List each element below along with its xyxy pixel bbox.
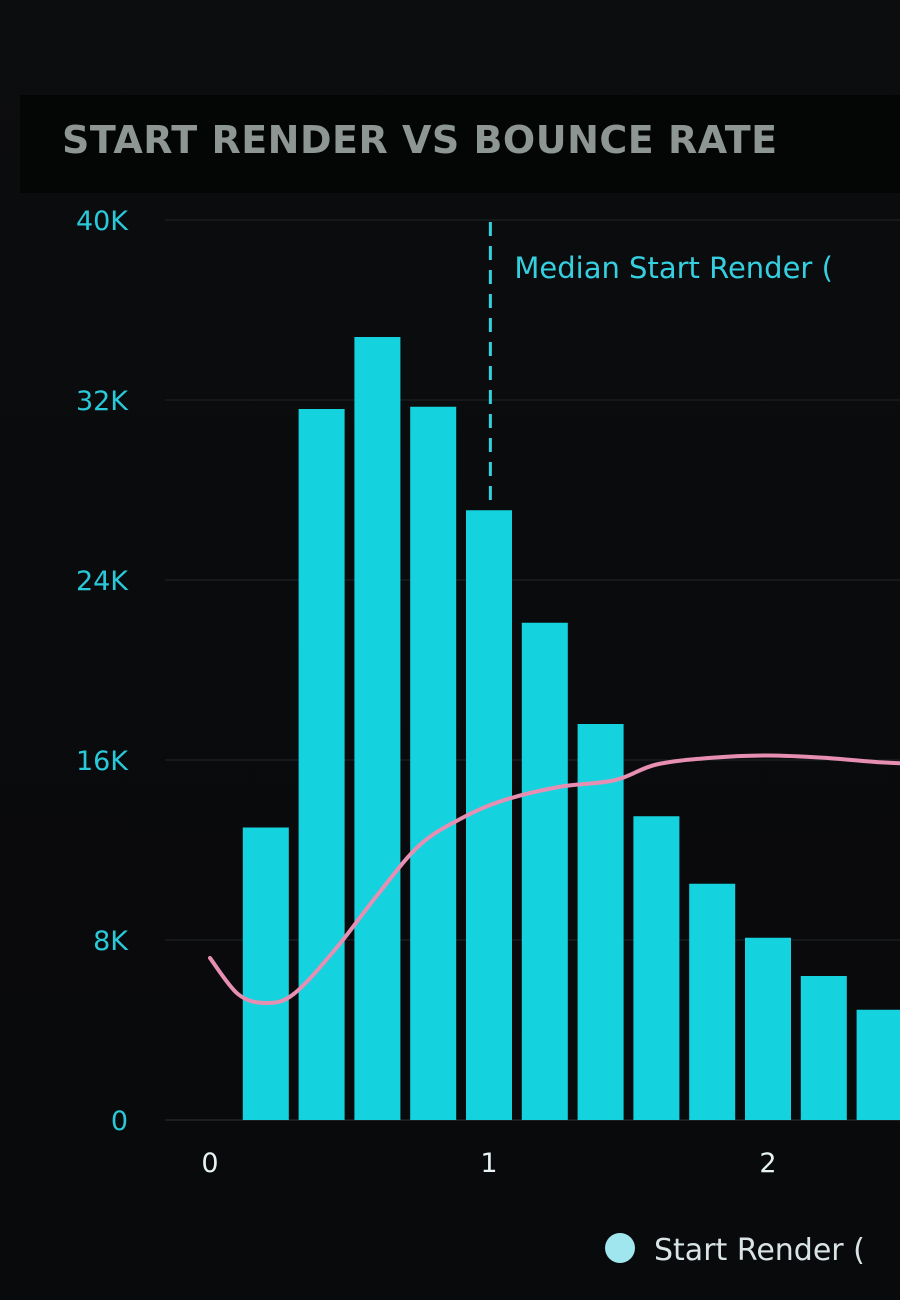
bars <box>242 337 900 1120</box>
median-label: Median Start Render ( <box>514 251 833 285</box>
trend-line-path <box>208 753 900 1006</box>
chart-title: START RENDER VS BOUNCE RATE <box>62 118 778 162</box>
legend: Start Render ( <box>605 1233 865 1268</box>
y-tick-label: 32K <box>76 386 129 417</box>
y-axis-ticks: 0 8K 16K 24K 32K 40K <box>76 206 129 1137</box>
y-tick-label: 40K <box>76 206 129 237</box>
x-tick-label: 0 <box>201 1148 218 1179</box>
x-tick-label: 1 <box>480 1148 497 1179</box>
bar <box>689 883 736 1120</box>
bar <box>577 724 624 1120</box>
x-axis-ticks: 0 1 2 <box>201 1148 776 1179</box>
bar <box>466 510 512 1120</box>
bar <box>633 816 680 1120</box>
bar <box>410 406 457 1120</box>
bar <box>354 337 401 1120</box>
title-bar <box>20 95 900 193</box>
bar <box>242 827 289 1120</box>
legend-label: Start Render ( <box>654 1233 865 1268</box>
x-tick-label: 2 <box>759 1148 776 1179</box>
bar <box>856 1009 900 1120</box>
trend-line <box>208 753 900 1006</box>
y-tick-label: 0 <box>111 1106 128 1137</box>
bar <box>745 937 791 1120</box>
bar <box>521 622 568 1120</box>
y-tick-label: 8K <box>93 926 129 957</box>
y-tick-label: 24K <box>76 566 129 597</box>
y-tick-label: 16K <box>76 746 129 777</box>
median-annotation: Median Start Render ( <box>488 222 833 507</box>
bar <box>298 409 345 1120</box>
legend-swatch <box>605 1233 635 1263</box>
bar <box>800 976 847 1120</box>
